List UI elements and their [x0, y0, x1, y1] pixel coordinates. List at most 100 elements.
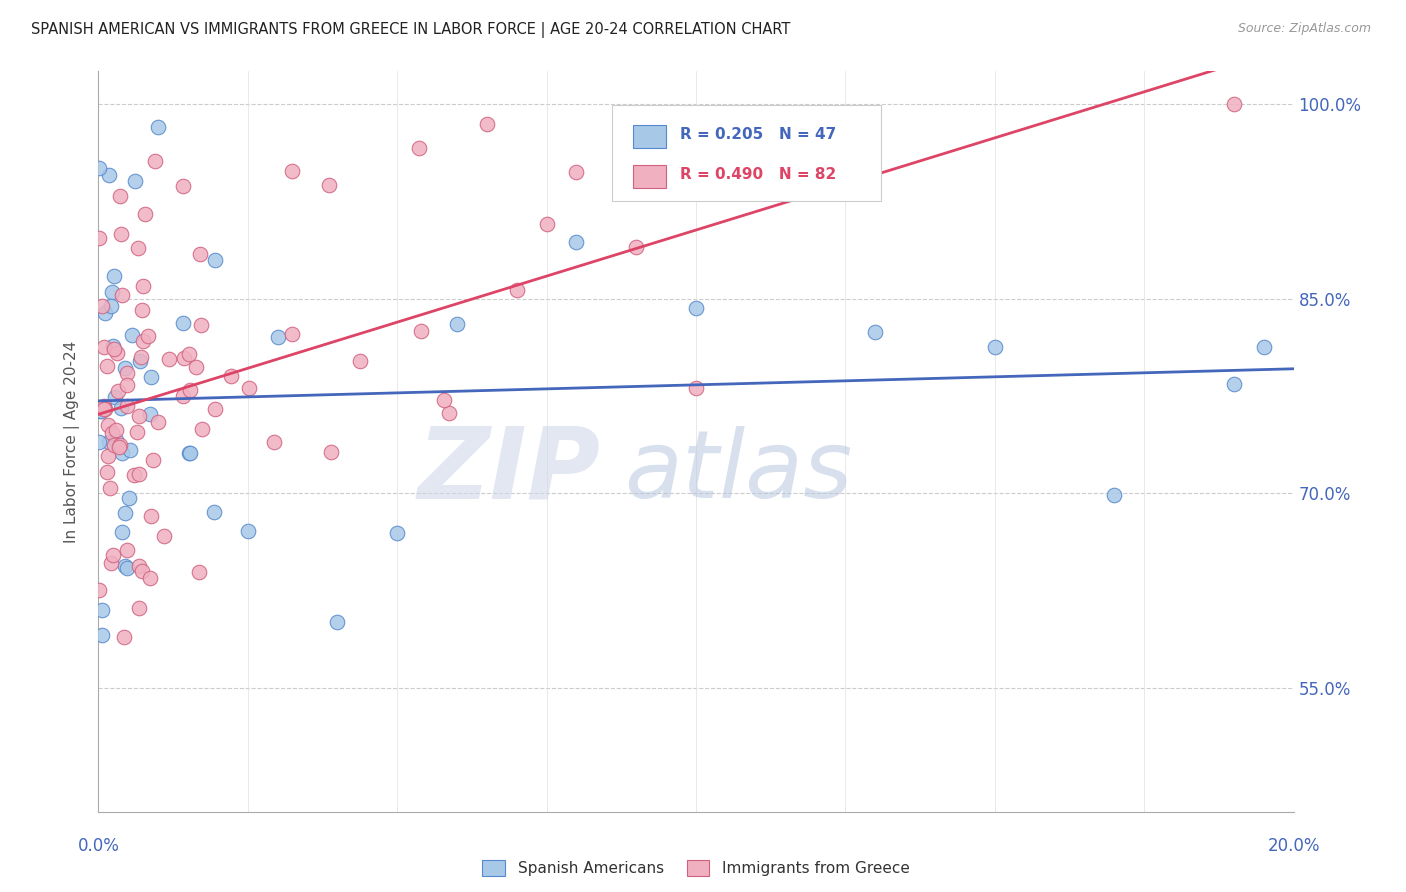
Point — [142, 453, 165, 467]
Point — [865, 325, 887, 339]
Point — [408, 141, 430, 155]
Point — [94, 401, 117, 416]
Point — [141, 509, 163, 524]
Point — [128, 601, 150, 615]
Point — [128, 354, 150, 368]
FancyBboxPatch shape — [613, 104, 882, 201]
Point — [124, 467, 146, 482]
Point — [685, 301, 707, 316]
Point — [326, 615, 349, 629]
Point — [626, 239, 648, 253]
Point — [219, 368, 242, 383]
Point — [96, 359, 118, 374]
Point — [125, 425, 148, 439]
Point — [1104, 488, 1126, 502]
Point — [172, 179, 194, 194]
Text: R = 0.205   N = 47: R = 0.205 N = 47 — [681, 127, 837, 142]
Point — [115, 366, 138, 380]
Point — [111, 288, 134, 302]
Point — [93, 402, 115, 417]
Point — [121, 327, 143, 342]
Point — [127, 241, 149, 255]
Point — [98, 481, 121, 495]
Point — [437, 406, 460, 420]
Point — [91, 628, 114, 642]
Point — [179, 383, 201, 397]
Point — [96, 465, 118, 479]
Point — [124, 174, 146, 188]
Point — [103, 339, 125, 353]
Point — [188, 247, 211, 261]
Point — [131, 564, 153, 578]
Point — [136, 329, 159, 343]
Point — [267, 330, 290, 344]
Point — [103, 268, 125, 283]
Point — [104, 423, 127, 437]
Point — [138, 408, 160, 422]
Point — [565, 235, 588, 249]
Point — [238, 381, 260, 395]
Point — [117, 560, 139, 574]
Point — [98, 434, 121, 449]
Point — [89, 161, 111, 176]
Point — [97, 449, 120, 463]
Point — [103, 438, 125, 452]
Point — [281, 163, 304, 178]
Point — [172, 316, 194, 330]
Point — [172, 389, 194, 403]
Point — [114, 361, 136, 376]
Point — [97, 418, 120, 433]
Point — [94, 306, 117, 320]
Point — [103, 342, 125, 356]
Point — [128, 467, 150, 481]
Point — [204, 253, 226, 268]
Point — [139, 370, 162, 384]
Point — [134, 207, 156, 221]
Point — [179, 347, 201, 361]
Point — [100, 285, 122, 299]
Point — [93, 399, 115, 413]
Point — [93, 341, 115, 355]
Point — [202, 505, 225, 519]
Point — [236, 524, 259, 538]
Point — [115, 399, 138, 413]
Point — [565, 165, 588, 179]
Point — [104, 434, 127, 448]
Point — [145, 154, 167, 169]
Point — [107, 384, 129, 399]
Point — [204, 401, 226, 416]
Point — [111, 524, 134, 539]
Point — [128, 409, 150, 423]
Point — [132, 279, 155, 293]
Point — [685, 381, 707, 395]
Point — [101, 548, 124, 562]
Point — [148, 415, 170, 429]
Point — [280, 326, 302, 341]
Text: 20.0%: 20.0% — [1267, 837, 1320, 855]
Point — [984, 340, 1007, 354]
Point — [100, 556, 122, 570]
Point — [90, 299, 112, 313]
Point — [89, 230, 111, 244]
Point — [446, 317, 468, 331]
Point — [90, 403, 112, 417]
Point — [114, 506, 136, 520]
Legend: Spanish Americans, Immigrants from Greece: Spanish Americans, Immigrants from Greec… — [477, 854, 915, 882]
Point — [90, 403, 112, 417]
Point — [89, 583, 111, 598]
Bar — [633, 125, 666, 148]
Point — [100, 426, 122, 441]
Point — [190, 318, 212, 332]
Point — [128, 559, 150, 574]
Point — [433, 393, 456, 408]
Point — [1223, 96, 1246, 111]
Point — [108, 438, 131, 452]
Point — [117, 378, 139, 392]
Point — [110, 401, 132, 415]
Point — [107, 440, 129, 454]
Text: 0.0%: 0.0% — [77, 837, 120, 855]
Point — [112, 630, 135, 644]
Point — [114, 559, 136, 574]
Point — [98, 168, 121, 182]
Point — [173, 351, 195, 365]
